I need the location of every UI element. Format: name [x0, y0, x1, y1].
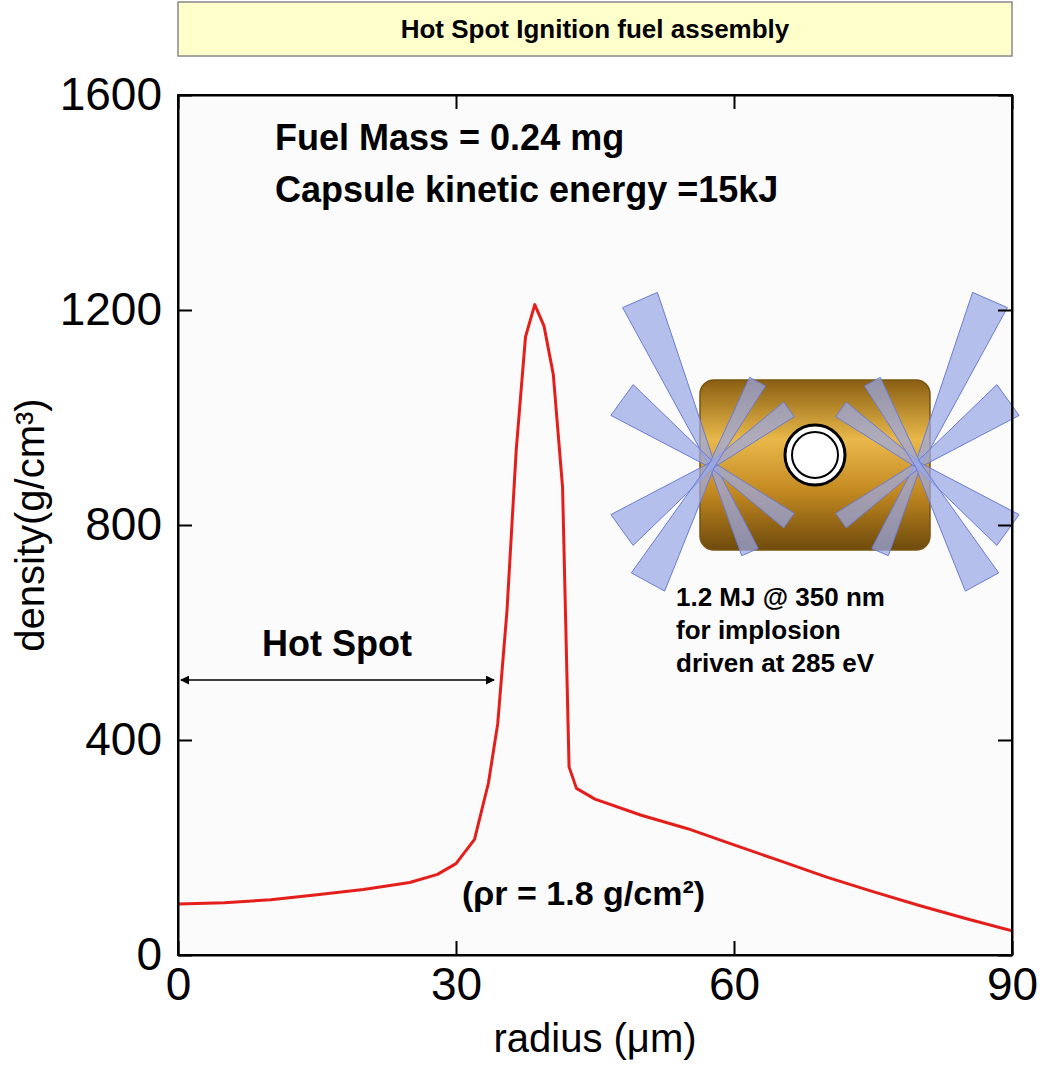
hot-spot-arrow — [181, 679, 494, 681]
tick — [998, 310, 1012, 311]
tick — [998, 525, 1012, 526]
plot-area — [178, 305, 1012, 931]
annotation: Hot Spot — [262, 623, 412, 664]
tick: 60 — [709, 941, 760, 1010]
inset-caption: for implosion — [676, 615, 841, 645]
density-curve — [178, 305, 1012, 931]
tick-mark — [734, 95, 736, 109]
tick-mark — [456, 941, 458, 955]
tick-mark — [998, 740, 1012, 742]
tick-label: 400 — [85, 713, 162, 765]
tick-label: 90 — [987, 958, 1038, 1010]
inset-caption: 1.2 MJ @ 350 nm — [676, 582, 885, 612]
laser-beam — [631, 377, 765, 591]
tick: 400 — [85, 713, 192, 765]
plot-frame — [178, 95, 1012, 955]
plot-background — [178, 95, 1012, 955]
y-axis-right — [998, 96, 1013, 956]
tick-mark — [178, 740, 192, 742]
tick: 30 — [431, 941, 482, 1010]
y-axis: 0 400 800 1200 1600 — [60, 68, 192, 980]
tick-label: 30 — [431, 958, 482, 1010]
x-axis-title: radius (μm) — [493, 1016, 696, 1060]
capsule — [792, 432, 838, 478]
x-axis-top — [179, 95, 1013, 109]
laser-beam — [865, 377, 999, 591]
chart-title: Hot Spot Ignition fuel assembly — [401, 14, 790, 44]
tick: 1200 — [60, 283, 192, 335]
tick-mark — [998, 310, 1012, 312]
tick-mark — [734, 941, 736, 955]
y-axis-title: density(g/cm³) — [8, 398, 52, 651]
title-banner — [178, 2, 1012, 56]
tick-label: 0 — [136, 928, 162, 980]
x-axis: 0 30 60 90 — [166, 941, 1038, 1010]
capsule-ring — [785, 425, 845, 485]
tick-mark — [998, 525, 1012, 527]
tick: 1600 — [60, 68, 192, 120]
tick-label: 0 — [166, 958, 192, 1010]
tick-label: 1200 — [60, 283, 162, 335]
tick-mark — [178, 310, 192, 312]
tick — [456, 95, 457, 109]
annotation: Capsule kinetic energy =15kJ — [275, 169, 778, 210]
hohlraum-inset — [611, 292, 1019, 591]
chart: Hot Spot Ignition fuel assembly 1.2 MJ @ … — [0, 0, 1042, 1074]
annotation: Fuel Mass = 0.24 mg — [275, 117, 624, 158]
tick-label: 1600 — [60, 68, 162, 120]
tick-mark — [456, 95, 458, 109]
tick — [998, 740, 1012, 741]
tick-label: 60 — [709, 958, 760, 1010]
tick: 800 — [85, 498, 192, 550]
annotation: (ρr = 1.8 g/cm²) — [462, 874, 705, 912]
tick-label: 800 — [85, 498, 162, 550]
inset-caption: driven at 285 eV — [676, 648, 875, 678]
tick-mark — [178, 525, 192, 527]
tick — [734, 95, 735, 109]
